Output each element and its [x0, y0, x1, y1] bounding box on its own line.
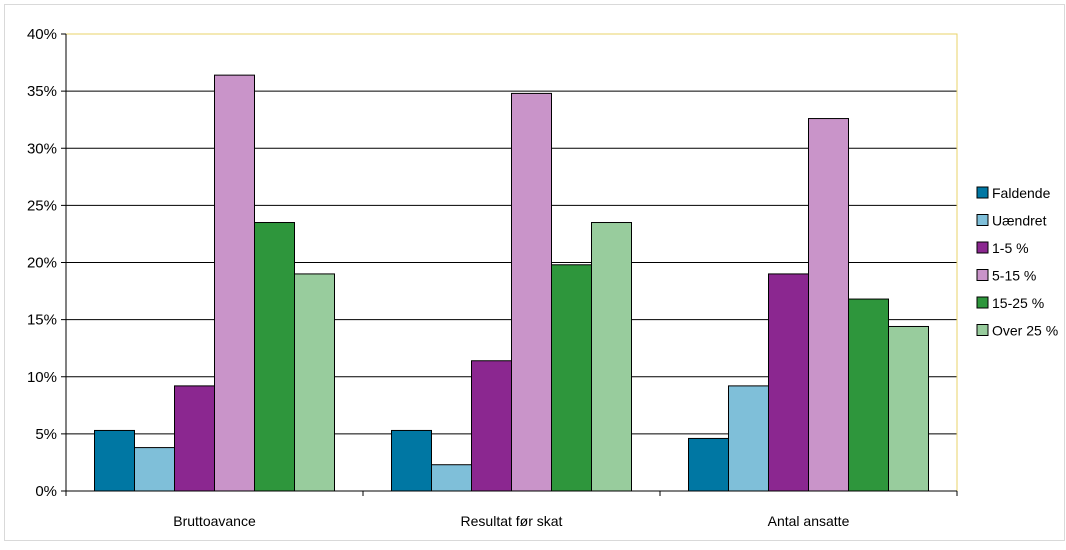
legend-swatch [976, 214, 989, 226]
y-tick-label: 35% [27, 83, 57, 100]
bar [174, 385, 215, 492]
y-tick-label: 15% [27, 312, 57, 329]
x-axis-category-labels: Bruttoavance Resultat før skat Antal ansat… [173, 513, 849, 529]
bar [294, 273, 335, 492]
y-tick-label: 30% [27, 140, 57, 157]
y-tick-label: 20% [27, 255, 57, 272]
bars [94, 74, 929, 492]
legend-label: Faldende [992, 185, 1051, 201]
legend-swatch [976, 296, 989, 309]
bar [511, 92, 552, 492]
x-category-label: Antal ansatte [768, 513, 850, 529]
legend: Faldende Uændret 1-5 % 5-15 % 15-25 % Over 25… [976, 185, 1058, 339]
bar [728, 385, 769, 492]
bar [808, 118, 849, 492]
legend-label: Uændret [992, 213, 1047, 229]
legend-label: 15-25 % [992, 295, 1044, 311]
bar [551, 264, 592, 492]
legend-swatch [976, 186, 989, 199]
bar [768, 273, 809, 492]
axes [61, 33, 958, 496]
legend-label: 1-5 % [992, 240, 1029, 256]
y-tick-label: 25% [27, 197, 57, 214]
bar [591, 222, 632, 492]
y-tick-label: 10% [27, 369, 57, 386]
bar [471, 360, 512, 492]
legend-swatch [976, 324, 989, 336]
legend-swatch [976, 269, 989, 281]
legend-label: Over 25 % [992, 323, 1058, 339]
bar [888, 325, 929, 492]
bar [254, 222, 295, 492]
bar [94, 429, 135, 492]
legend-label: 5-15 % [992, 268, 1036, 284]
y-tick-label: 40% [27, 26, 57, 43]
y-axis-tick-labels: 0% 5% 10% 15% 20% 25% 30% 35% 40% [27, 26, 57, 500]
x-category-label: Resultat før skat [461, 513, 563, 529]
bar [214, 74, 255, 492]
bar [848, 298, 889, 492]
legend-swatch [976, 241, 989, 254]
x-category-label: Bruttoavance [173, 513, 256, 529]
bar [134, 447, 175, 492]
bar [431, 464, 472, 492]
bar [688, 437, 729, 492]
y-tick-label: 0% [35, 483, 57, 500]
y-tick-label: 5% [35, 426, 57, 443]
bar [391, 429, 432, 492]
